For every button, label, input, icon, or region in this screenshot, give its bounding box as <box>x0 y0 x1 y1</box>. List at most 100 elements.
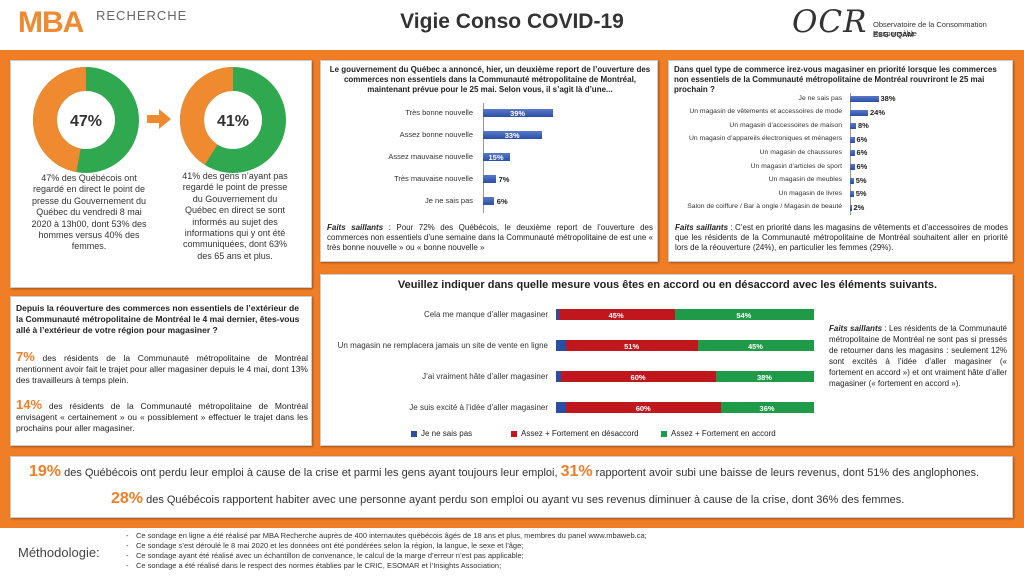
bar-value: 15% <box>488 152 504 162</box>
arrow-icon <box>147 109 171 129</box>
stacked-bar-segment <box>697 340 814 351</box>
legend-label: Je ne sais pas <box>421 429 473 438</box>
donut-left-arc <box>33 67 139 173</box>
stacked-bar-segment <box>721 402 814 413</box>
q1-faits-label: Faits saillants <box>327 223 384 232</box>
bar <box>850 177 854 184</box>
mba-logo: MBA <box>18 6 84 39</box>
bottom-pct-28: 28% <box>111 490 144 507</box>
bar-value: 6% <box>856 134 868 144</box>
bar-value: 45% <box>747 341 763 351</box>
q2-panel: Dans quel type de commerce irez-vous mag… <box>668 60 1013 262</box>
q2-chart: Je ne sais pas 38% Un magasin de vêtements… <box>669 93 1014 217</box>
methodology-item: Ce sondage s’est déroulé le 8 mai 2020 e… <box>126 541 1006 551</box>
bar-label: Salon de coiffure / Bar à ongle / Magasi… <box>687 203 842 211</box>
q2-faits-label: Faits saillants <box>675 223 729 232</box>
stacked-bar-segment <box>566 340 698 351</box>
stacked-bar-segment <box>556 402 567 413</box>
stacked-bar-segment <box>674 309 814 320</box>
bar-label: Très bonne nouvelle <box>405 108 473 117</box>
reopen-p2-text: des résidents de la Communauté métropoli… <box>16 401 308 433</box>
q1-panel: Le gouvernement du Québec a annoncé, hie… <box>320 60 658 262</box>
bar-label: Je ne sais pas <box>425 196 473 205</box>
stacked-bar-segment <box>566 402 722 413</box>
donut-right: 41% <box>180 67 286 173</box>
bar-label: Je suis excité à l’idée d’aller magasine… <box>409 403 548 412</box>
reopen-p1-text: des résidents de la Communauté métropoli… <box>16 353 308 385</box>
bar-label: Un magasin de meubles <box>768 176 842 184</box>
bottom-line1: 19% des Québécois ont perdu leur emploi … <box>29 463 1009 481</box>
bottom-line2-text: des Québécois rapportent habiter avec un… <box>143 494 905 506</box>
stacked-bar-segment <box>556 309 559 320</box>
bar-label: Cela me manque d’aller magasiner <box>423 310 548 319</box>
donut-left-label: 47% <box>70 113 102 130</box>
bar-label: Un magasin d’accessoires de maison <box>729 121 842 129</box>
bar <box>850 123 856 130</box>
methodology-item: Ce sondage en ligne a été réalisé par MB… <box>126 531 1006 541</box>
bottom-pct-19: 19% <box>29 463 62 480</box>
q3-legend: Je ne sais pas Assez + Fortement en désac… <box>411 429 831 441</box>
stacked-bar-segment <box>556 340 567 351</box>
bar <box>483 153 510 161</box>
stacked-bar-segment <box>558 309 675 320</box>
q2-faits-text: : C’est en priorité dans les magasins de… <box>675 223 1009 252</box>
bottom-line1-a: des Québécois ont perdu leur emploi à ca… <box>61 467 561 479</box>
bar <box>483 175 496 183</box>
page-title: Vigie Conso COVID-19 <box>400 10 624 33</box>
bar <box>850 109 868 116</box>
ocr-subtitle: Observatoire de la Consommation Responsa… <box>873 20 987 38</box>
bar-value: 45% <box>608 310 624 320</box>
bar <box>483 131 543 139</box>
methodology-item: Ce sondage ayant été réalisé avec un éch… <box>126 551 1006 561</box>
bar-label: Je ne sais pas <box>798 94 842 102</box>
reopen-p2: 14% des résidents de la Communauté métro… <box>16 398 308 434</box>
bar-value: 6% <box>856 162 868 171</box>
bar-value: 60% <box>635 403 651 413</box>
bar-value: 5% <box>855 175 867 185</box>
legend-swatch <box>511 431 517 437</box>
bar-value: 33% <box>504 130 520 140</box>
reopen-p1: 7% des résidents de la Communauté métrop… <box>16 349 308 386</box>
bar-label: Un magasin de vêtements et accessoires d… <box>689 108 842 116</box>
bar <box>850 204 852 211</box>
bar-value: 6% <box>496 196 508 206</box>
legend-label: Assez + Fortement en accord <box>671 429 776 438</box>
reopen-p1-pct: 7% <box>16 349 35 364</box>
bar-label: Un magasin de livres <box>778 189 842 197</box>
q1-faits-text: : Pour 72% des Québécois, le deuxième re… <box>327 223 653 252</box>
legend-swatch <box>661 431 667 437</box>
q3-faits-text: : Les résidents de la Communauté métropo… <box>829 324 1007 388</box>
bar-label: Un magasin d’articles de sport <box>750 162 842 170</box>
legend-label: Assez + Fortement en désaccord <box>521 429 639 438</box>
bar-value: 38% <box>756 372 772 382</box>
legend-swatch <box>411 431 417 437</box>
q1-chart: Très bonne nouvelle 39% Assez bonne nouvel… <box>321 103 659 213</box>
bar <box>850 164 855 170</box>
bar-value: 60% <box>630 372 646 382</box>
bar <box>850 150 855 157</box>
q3-title: Veuillez indiquer dans quelle mesure vou… <box>397 279 938 291</box>
q3-faits-label: Faits saillants <box>829 324 883 333</box>
stacked-bar-segment <box>556 371 562 382</box>
methodology-item: Ce sondage a été réalisé dans le respect… <box>126 561 1006 571</box>
bar <box>483 109 554 117</box>
bar <box>483 197 494 205</box>
methodology-list: Ce sondage en ligne a été réalisé par MB… <box>126 531 1006 571</box>
ocr-logo: OCR <box>792 4 868 40</box>
bar-label: J’ai vraiment hâte d’aller magasiner <box>422 372 548 381</box>
q2-faits: Faits saillants : C’est en priorité dans… <box>675 223 1008 253</box>
bar <box>850 96 879 102</box>
bar-label: Très mauvaise nouvelle <box>394 174 473 183</box>
bar-value: 5% <box>855 189 867 199</box>
q1-faits: Faits saillants : Pour 72% des Québécois… <box>327 223 653 253</box>
q3-panel: Veuillez indiquer dans quelle mesure vou… <box>320 274 1013 446</box>
mba-logo-recherche: RECHERCHE <box>96 8 188 23</box>
bar-label: Un magasin ne remplacera jamais un site … <box>337 341 548 350</box>
donut-left: 47% <box>33 67 139 173</box>
donut-left-text: 47% des Québécois ont regardé en direct … <box>31 173 147 252</box>
q1-question: Le gouvernement du Québec a annoncé, hie… <box>329 65 651 94</box>
bottom-pct-31: 31% <box>560 463 593 480</box>
reopen-panel: Depuis la réouverture des commerces non … <box>10 296 312 446</box>
bar-label: Assez mauvaise nouvelle <box>388 152 473 161</box>
bar-value: 54% <box>736 310 752 320</box>
